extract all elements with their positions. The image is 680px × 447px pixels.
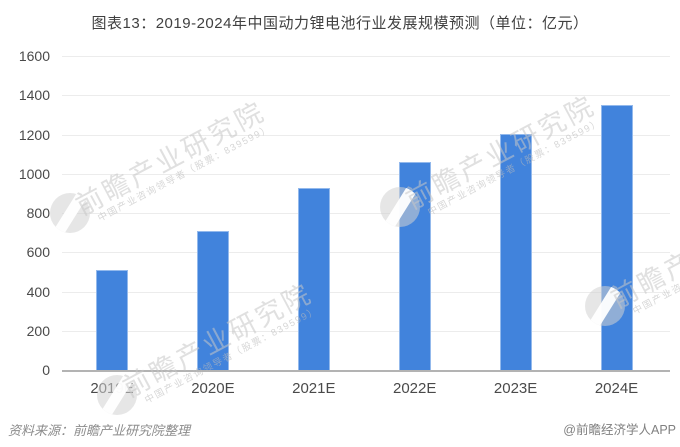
credit-note: @前瞻经济学人APP	[563, 423, 676, 437]
gridline	[62, 252, 670, 254]
bar-2024E	[600, 105, 633, 370]
x-tick-label-2020E: 2020E	[191, 380, 235, 397]
bar-2023E	[499, 133, 532, 370]
gridline	[62, 291, 670, 293]
y-tick-label: 400	[26, 283, 50, 300]
y-tick-label: 200	[26, 322, 50, 339]
gridline	[62, 330, 670, 332]
bar-2020E	[196, 230, 229, 370]
bar-2022E	[398, 161, 431, 370]
chart-title: 图表13：2019-2024年中国动力锂电池行业发展规模预测（单位：亿元）	[91, 15, 589, 32]
bar-2021E	[297, 188, 330, 370]
gridline	[62, 213, 670, 214]
gridline	[62, 95, 670, 97]
gridline	[62, 134, 670, 136]
bar-2019E	[96, 269, 128, 370]
y-tick-label: 1000	[18, 165, 50, 182]
y-tick-label: 0	[42, 362, 50, 378]
watermark-text-small: 中国产业咨询领导者（股票：839599）	[96, 123, 274, 225]
x-tick-label-2019E: 2019E	[90, 380, 134, 397]
source-note: 资料来源：前瞻产业研究院整理	[8, 423, 191, 438]
y-tick-label: 1600	[18, 48, 50, 64]
x-tick-label-2024E: 2024E	[594, 380, 639, 397]
watermark-text-large: 前瞻产业研究院	[70, 96, 271, 222]
x-tick-label-2021E: 2021E	[292, 380, 336, 397]
y-tick-label: 1200	[18, 126, 50, 143]
x-axis-line	[62, 369, 670, 372]
y-tick-label: 800	[26, 205, 50, 221]
gridline	[62, 173, 670, 175]
y-tick-label: 1400	[18, 87, 50, 104]
watermark-text-small: 中国产业咨询领导者（股票：839599）	[631, 216, 680, 318]
gridline	[62, 56, 670, 57]
x-tick-label-2022E: 2022E	[393, 380, 437, 397]
y-tick-label: 600	[26, 244, 50, 261]
x-tick-label-2023E: 2023E	[493, 380, 538, 397]
